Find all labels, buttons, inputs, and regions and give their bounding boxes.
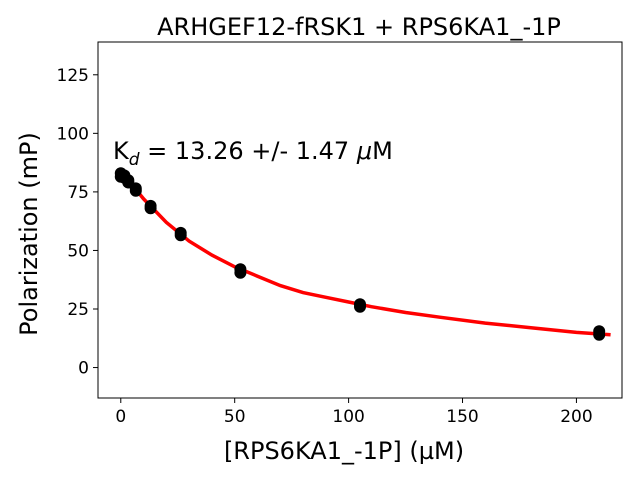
plot-area xyxy=(114,167,611,341)
plot-frame xyxy=(97,41,623,399)
y-tick-label: 125 xyxy=(57,66,89,86)
y-tick-label: 25 xyxy=(67,300,89,320)
data-point xyxy=(144,202,157,215)
data-point xyxy=(129,184,142,197)
x-axis: 0 50 100 150 200 xyxy=(115,398,593,427)
y-axis-label: Polarization (mP) xyxy=(15,132,43,336)
y-tick-label: 75 xyxy=(67,183,89,203)
data-point xyxy=(354,300,366,313)
data-point xyxy=(593,328,606,341)
x-tick-label: 150 xyxy=(446,407,478,427)
x-tick-label: 0 xyxy=(115,407,126,427)
x-tick-label: 200 xyxy=(560,407,592,427)
y-axis: 0 25 50 75 100 125 xyxy=(57,66,98,379)
y-tick-label: 50 xyxy=(67,241,89,261)
kd-annotation: Kd = 13.26 +/- 1.47 μM xyxy=(113,137,393,170)
y-tick-label: 100 xyxy=(57,124,89,144)
chart-title: ARHGEF12-fRSK1 + RPS6KA1_-1P xyxy=(157,13,561,41)
kd-annotation-text: Kd = 13.26 +/- 1.47 μM xyxy=(113,137,393,170)
y-tick-label: 0 xyxy=(78,359,89,379)
x-tick-label: 50 xyxy=(224,407,246,427)
x-tick-label: 100 xyxy=(332,407,364,427)
fit-curve xyxy=(119,171,611,337)
x-axis-label: [RPS6KA1_-1P] (µM) xyxy=(224,437,464,465)
data-point xyxy=(234,266,247,279)
data-point xyxy=(174,229,187,242)
